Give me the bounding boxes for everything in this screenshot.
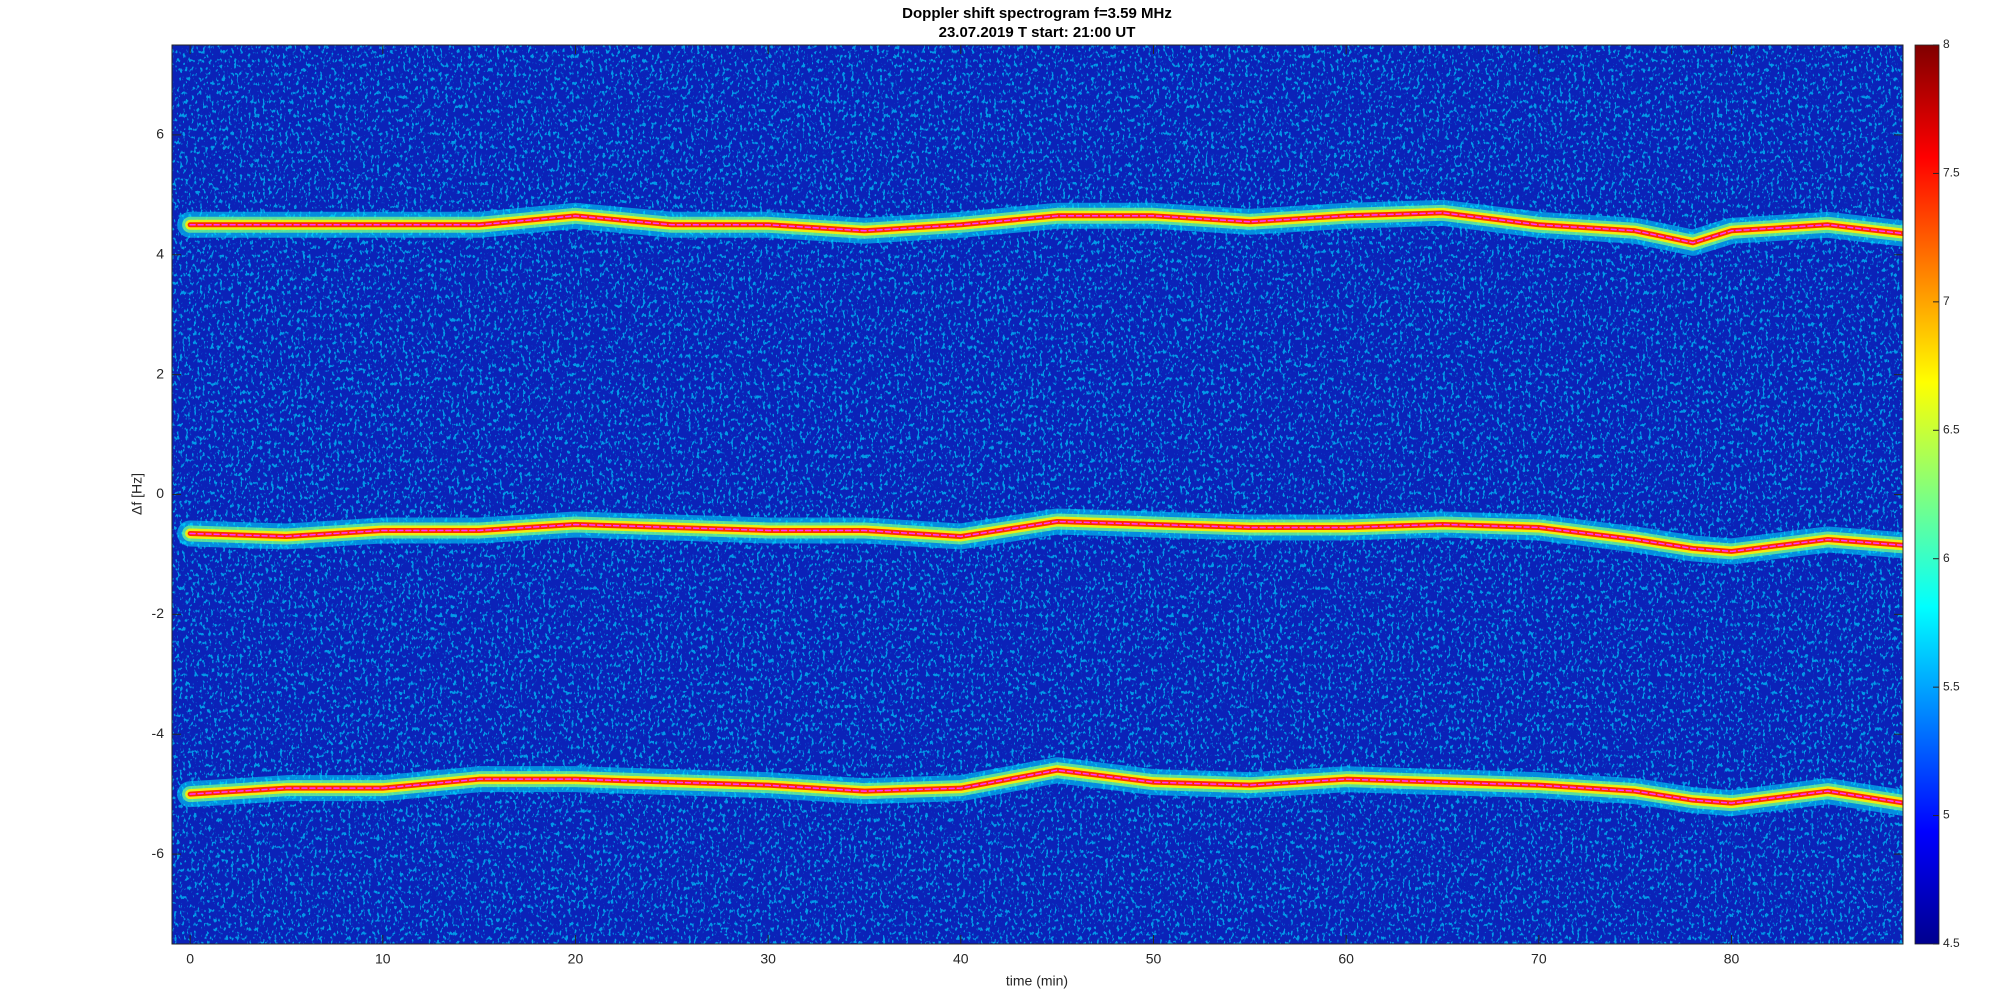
colorbar-tick-label: 6.5 [1943, 422, 1960, 436]
x-tick-label: 50 [1146, 951, 1162, 967]
chart-title: Doppler shift spectrogram f=3.59 MHz [902, 5, 1172, 22]
x-tick-label: 80 [1724, 951, 1740, 967]
colorbar-tick-label: 4.5 [1943, 936, 1960, 950]
x-tick-label: 10 [375, 951, 391, 967]
trace-line [189, 212, 1903, 244]
x-tick-label: 0 [186, 951, 194, 967]
x-tick-label: 60 [1338, 951, 1354, 967]
x-tick-label: 40 [953, 951, 969, 967]
colorbar-tick-label: 5 [1943, 808, 1950, 822]
y-tick-label: -6 [152, 845, 165, 861]
colorbar-tick-label: 7 [1943, 294, 1950, 308]
trace-line [189, 769, 1903, 804]
x-axis-label: time (min) [1006, 973, 1068, 989]
traces [177, 199, 1903, 817]
colorbar-tick-label: 8 [1943, 37, 1950, 51]
y-tick-label: 4 [156, 245, 164, 261]
x-tick-label: 70 [1531, 951, 1547, 967]
y-tick-label: -4 [152, 725, 165, 741]
colorbar-tick-label: 5.5 [1943, 679, 1960, 693]
colorbar-tick-label: 6 [1943, 551, 1950, 565]
chart-subtitle: 23.07.2019 T start: 21:00 UT [939, 24, 1136, 41]
colorbar-tick-label: 7.5 [1943, 166, 1960, 180]
x-tick-label: 20 [568, 951, 584, 967]
colorbar [1914, 44, 1940, 945]
x-tick-label: 30 [760, 951, 776, 967]
y-tick-label: 6 [156, 126, 164, 142]
noise-texture [172, 45, 1903, 944]
y-tick-label: 0 [156, 485, 164, 501]
trace-line [189, 520, 1903, 553]
y-axis-label: Δf [Hz] [129, 473, 145, 515]
y-tick-label: 2 [156, 365, 164, 381]
y-tick-label: -2 [152, 605, 165, 621]
